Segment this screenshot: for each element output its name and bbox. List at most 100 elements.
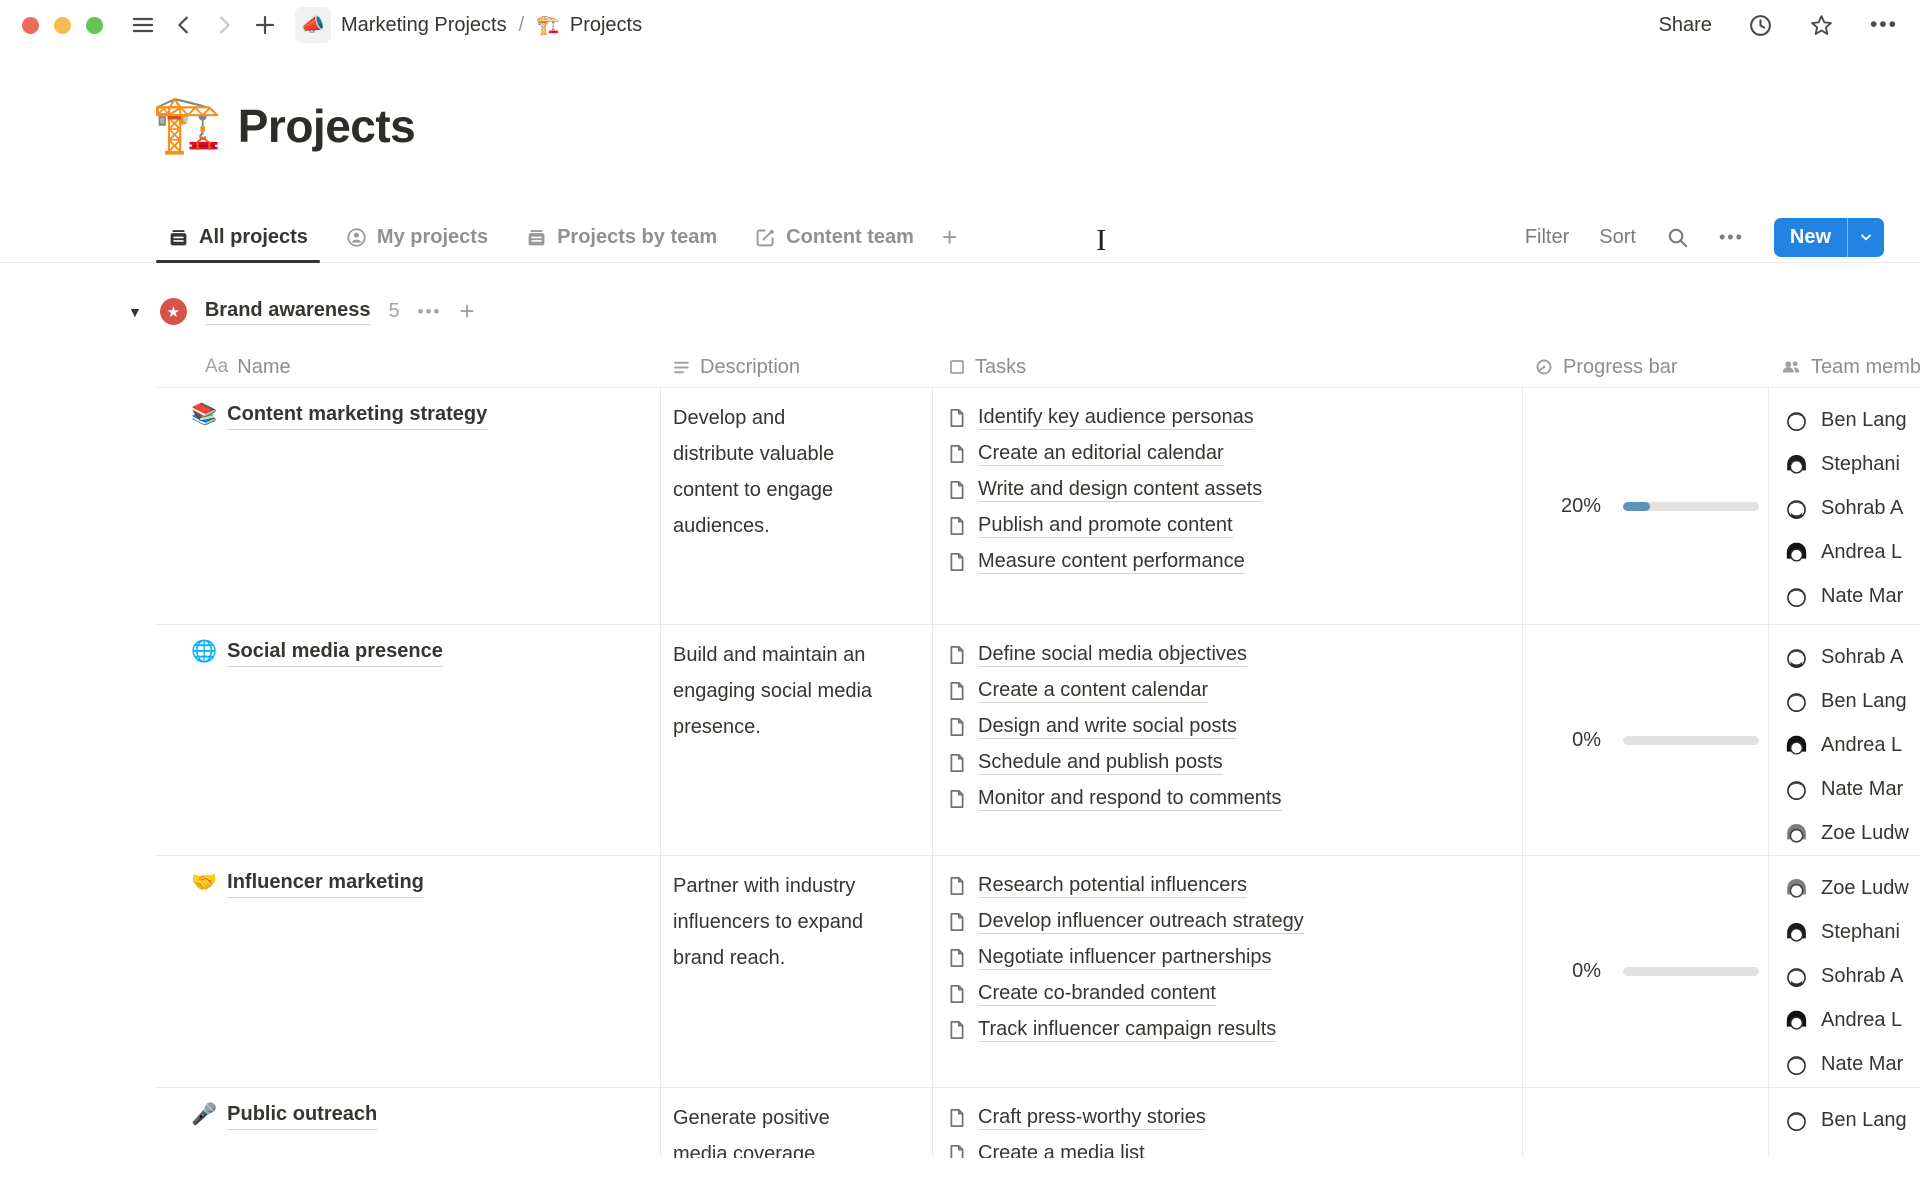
table-header-row: Aa Name Description Tasks Progress bar xyxy=(155,347,1920,388)
team-member-name: Ben Lang xyxy=(1821,1108,1907,1131)
tab-content-team[interactable]: Content team xyxy=(755,212,914,262)
column-header-progress-bar[interactable]: Progress bar xyxy=(1522,347,1768,387)
task-link[interactable]: Design and write social posts xyxy=(947,709,1522,745)
task-link[interactable]: Research potential influencers xyxy=(947,868,1522,904)
team-member[interactable]: Ben Lang xyxy=(1783,1098,1920,1142)
name-cell[interactable]: 📚 Content marketing strategy xyxy=(155,388,660,624)
description-line: audiences. xyxy=(673,515,770,537)
sort-button[interactable]: Sort xyxy=(1599,225,1636,248)
team-member[interactable]: Ben Lang xyxy=(1783,398,1920,442)
column-header-description[interactable]: Description xyxy=(660,347,932,387)
close-window-button[interactable] xyxy=(22,16,39,34)
progress-cell[interactable]: 20% xyxy=(1522,388,1768,624)
task-link[interactable]: Identify key audience personas xyxy=(947,400,1522,436)
new-button[interactable]: New xyxy=(1773,217,1884,257)
maximize-window-button[interactable] xyxy=(86,16,103,34)
avatar xyxy=(1783,451,1810,478)
breadcrumb-page[interactable]: Projects xyxy=(569,13,643,36)
project-name-link[interactable]: Influencer marketing xyxy=(227,868,424,898)
team-member[interactable]: Zoe Ludw xyxy=(1783,866,1920,910)
team-member[interactable]: Sohrab A xyxy=(1783,954,1920,998)
team-member[interactable]: Sohrab A xyxy=(1783,635,1920,679)
column-header-name[interactable]: Aa Name xyxy=(155,347,660,387)
project-emoji-icon: 🌐 xyxy=(191,640,218,663)
name-cell[interactable]: 🤝 Influencer marketing xyxy=(155,856,660,1087)
back-icon[interactable] xyxy=(173,14,195,36)
progress-cell[interactable]: 0% xyxy=(1522,625,1768,855)
tab-projects-by-team[interactable]: Projects by team xyxy=(526,212,717,262)
column-header-tasks[interactable]: Tasks xyxy=(932,347,1522,387)
task-link[interactable]: Create co-branded content xyxy=(947,976,1522,1012)
avatar xyxy=(1783,732,1810,759)
team-member[interactable]: Andrea L xyxy=(1783,998,1920,1042)
project-name-link[interactable]: Content marketing strategy xyxy=(227,400,488,430)
task-link[interactable]: Negotiate influencer partnerships xyxy=(947,940,1522,976)
task-link[interactable]: Publish and promote content xyxy=(947,508,1522,544)
task-label: Create a media list xyxy=(978,1142,1145,1158)
team-member[interactable]: Sohrab A xyxy=(1783,486,1920,530)
more-options-icon[interactable]: ••• xyxy=(1869,13,1898,36)
page-emoji-icon[interactable]: 🏗️ xyxy=(152,92,222,155)
task-link[interactable]: Write and design content assets xyxy=(947,472,1522,508)
team-member[interactable]: Stephani xyxy=(1783,910,1920,954)
project-name-link[interactable]: Social media presence xyxy=(227,637,443,667)
team-member[interactable]: Nate Mar xyxy=(1783,574,1920,618)
sidebar-menu-icon[interactable] xyxy=(131,13,155,37)
description-cell[interactable]: Develop and distribute valuable content to… xyxy=(660,388,932,624)
history-clock-icon[interactable] xyxy=(1748,13,1773,38)
name-cell[interactable]: 🎤 Public outreach xyxy=(155,1088,660,1158)
task-link[interactable]: Define social media objectives xyxy=(947,637,1522,673)
group-add-row-icon[interactable]: + xyxy=(459,296,475,326)
minimize-window-button[interactable] xyxy=(54,16,71,34)
group-collapse-toggle-icon[interactable]: ▼ xyxy=(128,303,142,320)
task-link[interactable]: Create an editorial calendar xyxy=(947,436,1522,472)
share-button[interactable]: Share xyxy=(1658,13,1712,36)
filter-button[interactable]: Filter xyxy=(1524,225,1570,248)
task-label: Track influencer campaign results xyxy=(978,1018,1277,1042)
team-member[interactable]: Nate Mar xyxy=(1783,767,1920,811)
search-icon[interactable] xyxy=(1666,226,1689,249)
progress-bar-track xyxy=(1623,967,1759,976)
description-cell[interactable]: Partner with industry influencers to expa… xyxy=(660,856,932,1087)
description-cell[interactable]: Generate positive media coverage xyxy=(660,1088,932,1158)
favorite-star-icon[interactable] xyxy=(1809,13,1834,38)
chevron-down-icon[interactable] xyxy=(1848,230,1884,244)
task-label: Design and write social posts xyxy=(978,715,1238,739)
task-link[interactable]: Track influencer campaign results xyxy=(947,1012,1522,1048)
team-member[interactable]: Ben Lang xyxy=(1783,679,1920,723)
team-member[interactable]: Zoe Ludw xyxy=(1783,811,1920,855)
project-name-link[interactable]: Public outreach xyxy=(227,1100,378,1130)
progress-bar-fill xyxy=(1623,501,1651,511)
page-title[interactable]: Projects xyxy=(237,100,416,152)
add-view-button[interactable]: + xyxy=(941,221,958,252)
view-more-options-icon[interactable]: ••• xyxy=(1718,226,1744,247)
group-more-icon[interactable]: ••• xyxy=(417,301,442,321)
task-link[interactable]: Create a media list xyxy=(947,1136,1522,1158)
task-link[interactable]: Monitor and respond to comments xyxy=(947,781,1522,817)
workspace-megaphone-icon[interactable]: 📣 xyxy=(295,7,331,43)
task-link[interactable]: Measure content performance xyxy=(947,544,1522,580)
name-cell[interactable]: 🌐 Social media presence xyxy=(155,625,660,855)
tab-all-projects[interactable]: All projects xyxy=(156,212,320,263)
group-name[interactable]: Brand awareness xyxy=(204,299,371,325)
description-cell[interactable]: Build and maintain an engaging social med… xyxy=(660,625,932,855)
forward-icon[interactable] xyxy=(213,14,235,36)
task-label: Create an editorial calendar xyxy=(978,442,1224,466)
task-link[interactable]: Craft press-worthy stories xyxy=(947,1100,1522,1136)
progress-cell[interactable] xyxy=(1522,1088,1768,1158)
task-link[interactable]: Schedule and publish posts xyxy=(947,745,1522,781)
column-header-team-members[interactable]: Team members xyxy=(1768,347,1920,387)
progress-cell[interactable]: 0% xyxy=(1522,856,1768,1087)
team-member[interactable]: Nate Mar xyxy=(1783,1042,1920,1086)
task-link[interactable]: Develop influencer outreach strategy xyxy=(947,904,1522,940)
task-link[interactable]: Create a content calendar xyxy=(947,673,1522,709)
team-member[interactable]: Stephani xyxy=(1783,442,1920,486)
new-button-label[interactable]: New xyxy=(1789,225,1831,248)
group-count: 5 xyxy=(388,300,400,322)
tab-my-projects[interactable]: My projects xyxy=(346,212,488,262)
breadcrumb-workspace[interactable]: Marketing Projects xyxy=(341,13,507,36)
avatar xyxy=(1783,963,1810,990)
team-member[interactable]: Andrea L xyxy=(1783,530,1920,574)
new-tab-icon[interactable] xyxy=(253,13,277,37)
team-member[interactable]: Andrea L xyxy=(1783,723,1920,767)
